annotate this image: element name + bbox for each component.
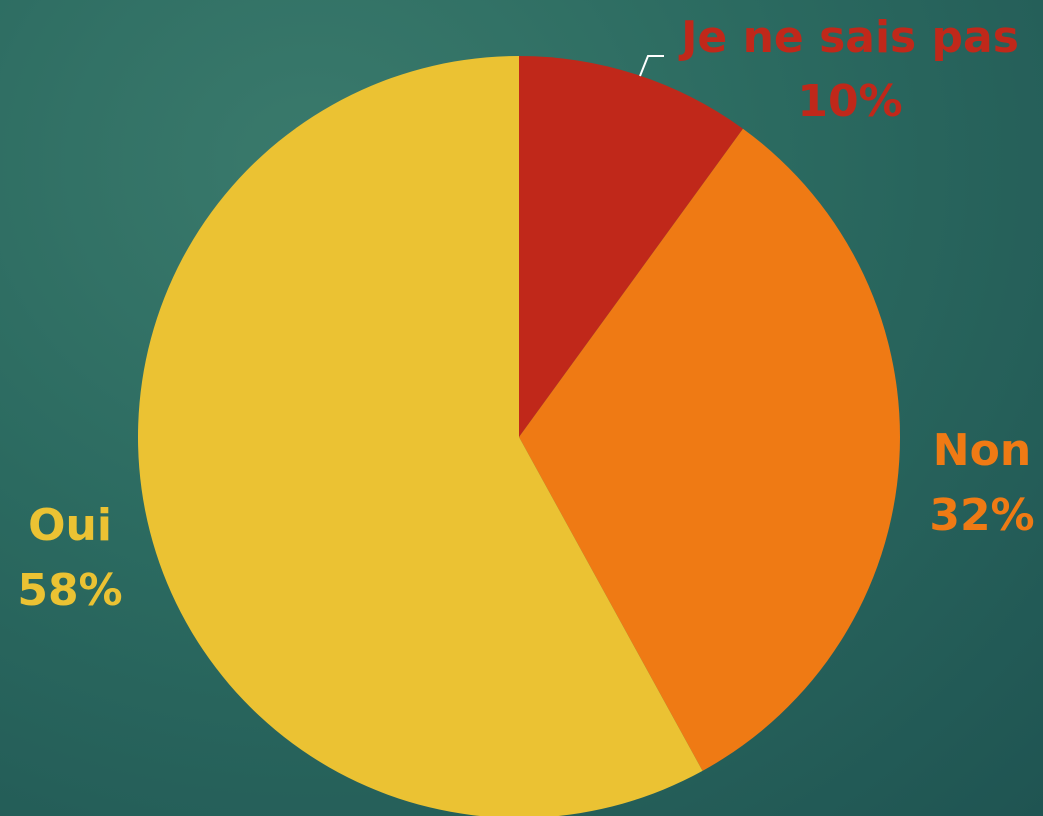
label-oui-percent: 58% (17, 565, 122, 616)
label-non: Non 32% (929, 425, 1034, 541)
label-oui-name: Oui (28, 500, 112, 551)
label-je-ne-sais-pas: Je ne sais pas 10% (678, 12, 1019, 127)
pie-slice-non (519, 128, 901, 771)
label-non-percent: 32% (929, 490, 1034, 541)
pie-slice-je-ne-sais-pas (519, 56, 743, 437)
pie-slices (137, 56, 901, 816)
label-je-ne-sais-pas-name: Je ne sais pas (678, 12, 1019, 63)
label-non-name: Non (933, 425, 1031, 476)
leader-line (639, 55, 664, 77)
pie-slice-oui (137, 56, 703, 816)
label-oui: Oui 58% (17, 500, 122, 616)
label-je-ne-sais-pas-percent: 10% (797, 76, 902, 127)
